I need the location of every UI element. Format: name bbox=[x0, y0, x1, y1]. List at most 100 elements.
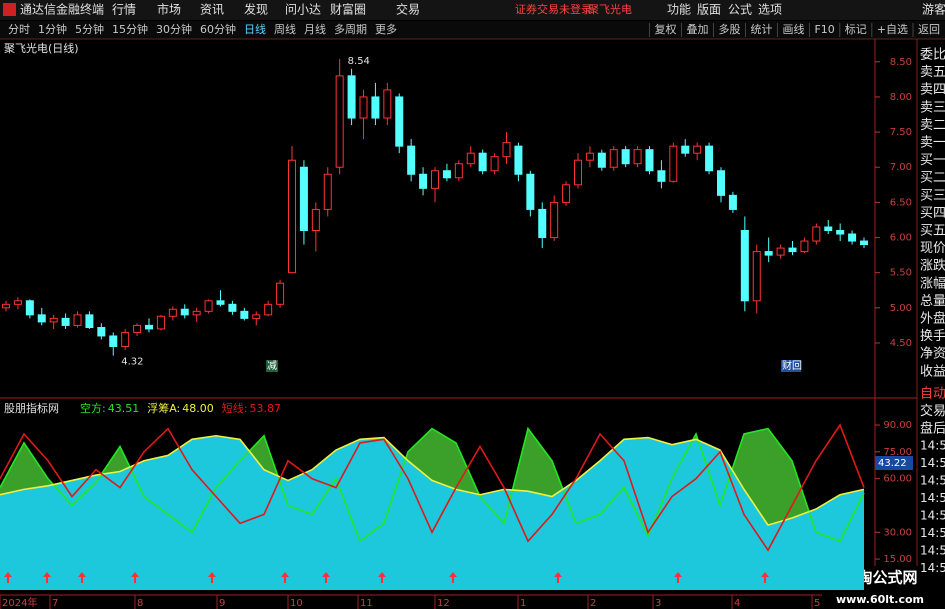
side-time: 14:56 bbox=[920, 544, 945, 558]
y-tick-label: 15.00 bbox=[883, 554, 912, 565]
x-tick-label: 3 bbox=[655, 598, 661, 609]
candle-body bbox=[574, 159, 582, 186]
side-label: 买五 bbox=[920, 224, 945, 239]
candle-body bbox=[454, 163, 463, 179]
y-tick-label: 7.00 bbox=[890, 162, 912, 173]
candle-body bbox=[97, 327, 106, 337]
menu-item[interactable]: 选项 bbox=[758, 3, 782, 17]
menu-item[interactable]: 交易 bbox=[396, 2, 420, 17]
side-label: 卖三 bbox=[920, 100, 945, 115]
candle-body bbox=[860, 240, 868, 246]
side-label: 涨跌 bbox=[920, 258, 945, 274]
candle-body bbox=[299, 166, 308, 232]
side-time: 14:56 bbox=[920, 456, 945, 470]
side-label: 总量 bbox=[920, 294, 945, 309]
period-tab[interactable]: 60分钟 bbox=[200, 22, 236, 36]
candle-body bbox=[419, 173, 428, 189]
candle-body bbox=[85, 314, 94, 329]
candle-body bbox=[25, 300, 34, 316]
signal-arrow bbox=[131, 572, 139, 583]
candle-body bbox=[73, 314, 82, 326]
signal-arrow bbox=[761, 572, 769, 583]
candle-body bbox=[109, 335, 118, 347]
toolbar-button[interactable]: +自选 bbox=[877, 23, 908, 36]
toolbar-button[interactable]: 画线 bbox=[782, 22, 804, 36]
period-tab[interactable]: 15分钟 bbox=[112, 22, 148, 36]
period-tab[interactable]: 30分钟 bbox=[156, 22, 192, 36]
side-label: 交易 bbox=[920, 403, 945, 419]
period-tab[interactable]: 多周期 bbox=[334, 22, 367, 36]
x-tick-label: 10 bbox=[290, 598, 303, 609]
side-time: 14:56 bbox=[920, 491, 945, 505]
y-tick-label: 30.00 bbox=[883, 527, 912, 538]
period-tab[interactable]: 5分钟 bbox=[75, 22, 104, 36]
user[interactable]: 游客 bbox=[922, 2, 945, 17]
candle-body bbox=[145, 324, 153, 330]
candle-body bbox=[633, 149, 642, 165]
legend-value: 48.00 bbox=[182, 402, 214, 415]
candle-body bbox=[61, 317, 70, 326]
candle-body bbox=[168, 308, 177, 317]
toolbar-button[interactable]: 统计 bbox=[750, 23, 772, 36]
menu-item[interactable]: 版面 bbox=[697, 3, 721, 17]
menu-item[interactable]: 功能 bbox=[667, 3, 691, 17]
y-tick-label: 90.00 bbox=[883, 420, 912, 431]
menu-item[interactable]: 公式 bbox=[728, 3, 752, 17]
period-tab[interactable]: 日线 bbox=[244, 22, 266, 36]
toolbar-button[interactable]: 标记 bbox=[845, 22, 867, 36]
candle-body bbox=[752, 251, 761, 302]
side-time: 14:56 bbox=[920, 439, 945, 453]
period-tab[interactable]: 周线 bbox=[274, 22, 296, 36]
candle-body bbox=[669, 145, 678, 182]
y-tick-label: 7.50 bbox=[890, 127, 912, 138]
period-tab[interactable]: 分时 bbox=[8, 23, 30, 36]
signal-arrow bbox=[78, 572, 86, 583]
period-tab[interactable]: 更多 bbox=[375, 22, 397, 36]
side-label: 自动 bbox=[920, 387, 945, 402]
signal-arrow bbox=[378, 572, 386, 583]
candle-body bbox=[562, 184, 571, 203]
event-marker-box bbox=[781, 360, 801, 372]
toolbar-button[interactable]: 叠加 bbox=[686, 23, 708, 36]
toolbar-button[interactable]: F10 bbox=[814, 23, 834, 36]
low-label: 4.32 bbox=[121, 357, 143, 368]
y-tick-label: 4.50 bbox=[890, 338, 912, 349]
toolbar-button[interactable]: 返回 bbox=[918, 23, 940, 36]
side-label: 收益 bbox=[920, 364, 945, 379]
legend-value: 53.87 bbox=[249, 402, 281, 415]
candle-body bbox=[812, 226, 821, 242]
candle-body bbox=[705, 145, 714, 172]
app-logo bbox=[3, 3, 16, 16]
x-tick-label: 2024年 bbox=[2, 596, 37, 609]
x-tick-label: 12 bbox=[437, 598, 450, 609]
candle-body bbox=[502, 142, 511, 158]
event-marker: 财回 bbox=[782, 359, 802, 372]
signal-arrow bbox=[281, 572, 289, 583]
menu-item[interactable]: 资讯 bbox=[200, 3, 224, 17]
series-area bbox=[0, 435, 864, 590]
candle-body bbox=[407, 145, 416, 175]
period-tab[interactable]: 月线 bbox=[304, 22, 326, 36]
menu-item[interactable]: 问小达 bbox=[285, 3, 321, 17]
high-label: 8.54 bbox=[348, 56, 370, 67]
candle-body bbox=[276, 282, 285, 305]
candle-body bbox=[764, 251, 773, 256]
login-status[interactable]: 证券交易未登录 bbox=[515, 2, 592, 16]
candle-body bbox=[228, 303, 237, 312]
toolbar-button[interactable]: 复权 bbox=[654, 22, 676, 36]
candle-body bbox=[466, 152, 475, 165]
legend-name: 空方: bbox=[80, 401, 106, 415]
candle-body bbox=[156, 315, 165, 330]
candle-body bbox=[514, 145, 523, 175]
candle-body bbox=[490, 156, 499, 172]
menu-item[interactable]: 财富圈 bbox=[330, 2, 366, 17]
event-marker: 减 bbox=[267, 360, 277, 372]
menu-item[interactable]: 发现 bbox=[244, 2, 268, 17]
period-tab[interactable]: 1分钟 bbox=[38, 22, 67, 36]
menu-item[interactable]: 市场 bbox=[157, 2, 181, 17]
x-tick-label: 5 bbox=[814, 598, 820, 609]
toolbar-button[interactable]: 多股 bbox=[718, 22, 740, 36]
menu-bar bbox=[0, 0, 945, 20]
menu-item[interactable]: 行情 bbox=[112, 3, 136, 17]
